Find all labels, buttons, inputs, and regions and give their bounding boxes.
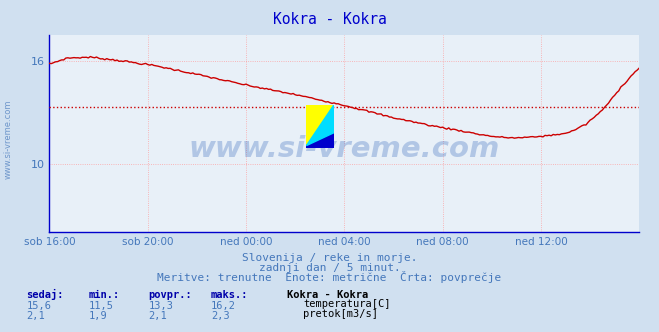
Text: 2,3: 2,3	[211, 311, 229, 321]
Text: 16,2: 16,2	[211, 301, 236, 311]
Text: temperatura[C]: temperatura[C]	[303, 299, 391, 309]
Text: Meritve: trenutne  Enote: metrične  Črta: povprečje: Meritve: trenutne Enote: metrične Črta: …	[158, 271, 501, 283]
Text: Kokra - Kokra: Kokra - Kokra	[273, 12, 386, 27]
Polygon shape	[306, 105, 334, 145]
Text: Kokra - Kokra: Kokra - Kokra	[287, 290, 368, 300]
Text: 1,9: 1,9	[89, 311, 107, 321]
Text: 11,5: 11,5	[89, 301, 114, 311]
Text: www.si-vreme.com: www.si-vreme.com	[188, 135, 500, 163]
Text: 15,6: 15,6	[26, 301, 51, 311]
Text: 2,1: 2,1	[26, 311, 45, 321]
Polygon shape	[306, 132, 334, 148]
Text: maks.:: maks.:	[211, 290, 248, 300]
Text: sedaj:: sedaj:	[26, 289, 64, 300]
Text: zadnji dan / 5 minut.: zadnji dan / 5 minut.	[258, 263, 401, 273]
Text: www.si-vreme.com: www.si-vreme.com	[3, 100, 13, 179]
Text: 13,3: 13,3	[148, 301, 173, 311]
Text: 2,1: 2,1	[148, 311, 167, 321]
Text: min.:: min.:	[89, 290, 120, 300]
Polygon shape	[306, 105, 334, 145]
Text: pretok[m3/s]: pretok[m3/s]	[303, 309, 378, 319]
Text: povpr.:: povpr.:	[148, 290, 192, 300]
Text: Slovenija / reke in morje.: Slovenija / reke in morje.	[242, 253, 417, 263]
